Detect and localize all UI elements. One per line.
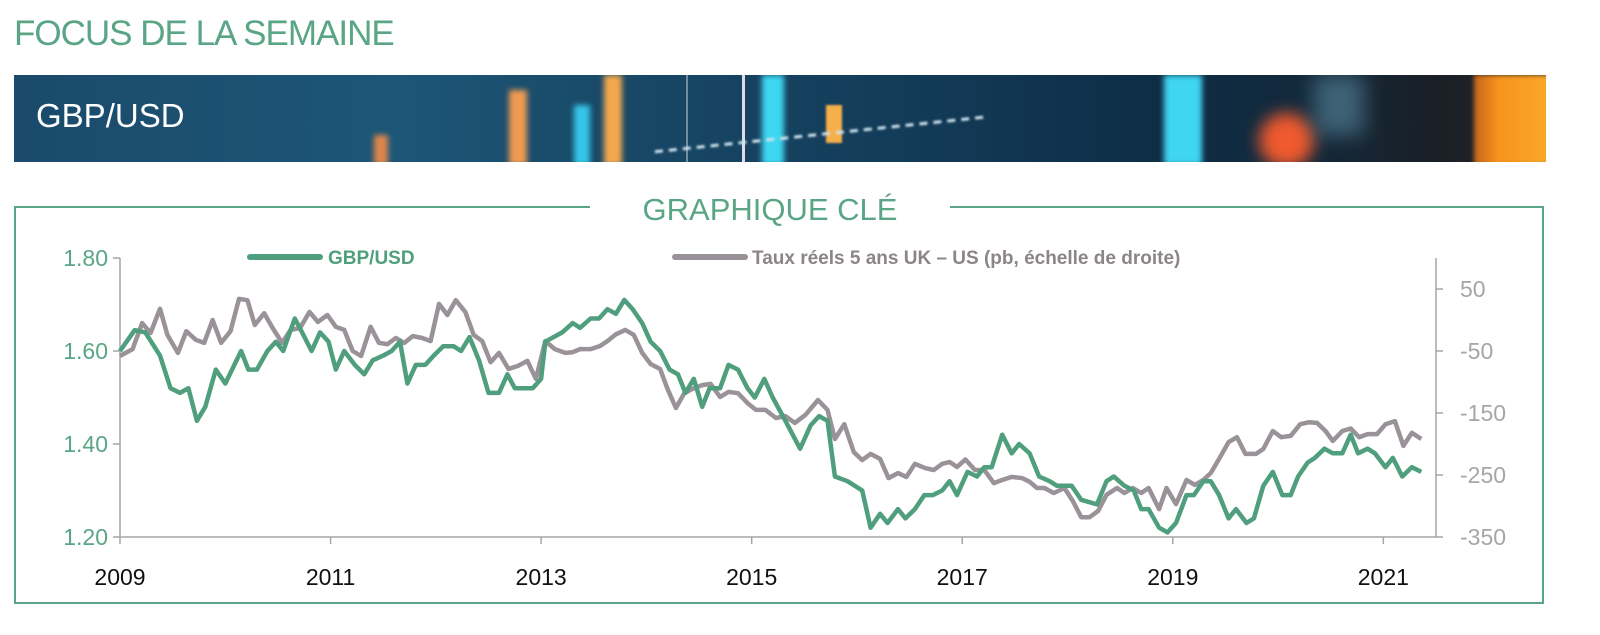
- candle-decoration-icon: [574, 105, 590, 162]
- banner-title: GBP/USD: [36, 97, 185, 134]
- chart-title: GRAPHIQUE CLÉ: [590, 192, 950, 228]
- legend-label-gbp: GBP/USD: [328, 248, 415, 269]
- right-tick-label: -350: [1460, 524, 1506, 550]
- right-tick-label: -50: [1460, 338, 1493, 364]
- candle-decoration-icon: [1474, 75, 1546, 162]
- x-tick-label: 2017: [937, 564, 988, 590]
- x-tick-label: 2009: [94, 564, 145, 590]
- left-tick-label: 1.40: [63, 431, 108, 457]
- page-title: FOCUS DE LA SEMAINE: [14, 14, 395, 53]
- grid-line-decoration-icon: [742, 75, 745, 162]
- left-tick-label: 1.20: [63, 524, 108, 550]
- right-tick-label: -250: [1460, 462, 1506, 488]
- candle-decoration-icon: [1164, 75, 1202, 162]
- left-tick-label: 1.80: [63, 245, 108, 271]
- right-tick-label: -150: [1460, 400, 1506, 426]
- series-line-gbp-usd: [118, 297, 1423, 535]
- x-tick-label: 2011: [306, 564, 355, 590]
- banner: GBP/USD: [14, 75, 1546, 162]
- candle-decoration-icon: [374, 135, 388, 162]
- candle-decoration-icon: [509, 90, 527, 162]
- candle-decoration-icon: [604, 75, 622, 162]
- glow-decoration-icon: [1259, 113, 1314, 162]
- left-tick-label: 1.60: [63, 338, 108, 364]
- right-tick-label: 50: [1460, 276, 1486, 302]
- legend-label-rates: Taux réels 5 ans UK – US (pb, échelle de…: [752, 248, 1180, 269]
- grid-line-decoration-icon: [686, 75, 688, 162]
- x-tick-label: 2019: [1147, 564, 1198, 590]
- x-tick-label: 2015: [726, 564, 777, 590]
- x-tick-label: 2021: [1358, 564, 1409, 590]
- series-line-real-rates: [118, 296, 1423, 520]
- x-tick-label: 2013: [516, 564, 567, 590]
- glow-decoration-icon: [1314, 75, 1364, 135]
